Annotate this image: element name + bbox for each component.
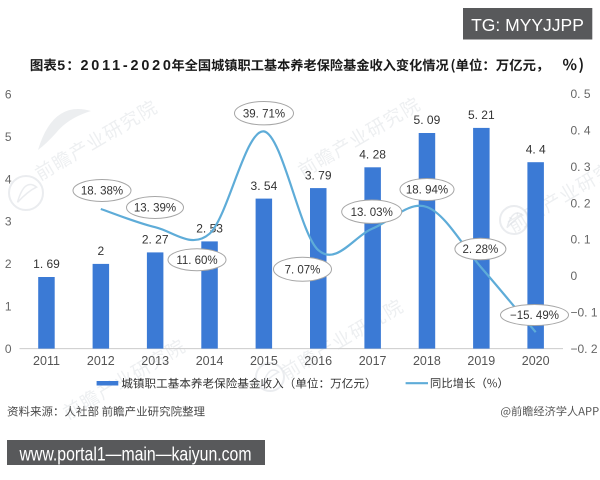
svg-text:0. 2: 0. 2 bbox=[571, 196, 591, 210]
svg-text:7. 07%: 7. 07% bbox=[285, 264, 321, 276]
svg-text:4: 4 bbox=[5, 172, 12, 186]
svg-text:6: 6 bbox=[5, 88, 12, 102]
svg-text:2019: 2019 bbox=[467, 354, 495, 368]
svg-text:4. 4: 4. 4 bbox=[526, 142, 546, 156]
svg-text:2012: 2012 bbox=[87, 354, 115, 368]
svg-text:2018: 2018 bbox=[413, 354, 441, 368]
svg-text:2016: 2016 bbox=[304, 354, 332, 368]
svg-text:0: 0 bbox=[5, 342, 12, 356]
svg-text:2013: 2013 bbox=[141, 354, 169, 368]
svg-text:2011-2020: 2011-2020 bbox=[81, 58, 174, 74]
svg-text:3. 79: 3. 79 bbox=[305, 168, 332, 182]
svg-text:www.portal1—main—kaiyun.com: www.portal1—main—kaiyun.com bbox=[19, 444, 252, 465]
svg-text:0. 5: 0. 5 bbox=[571, 87, 591, 101]
svg-text:5. 09: 5. 09 bbox=[414, 113, 441, 127]
svg-text:13. 39%: 13. 39% bbox=[134, 203, 176, 215]
svg-text:−0. 1: −0. 1 bbox=[571, 305, 598, 319]
svg-text:18. 38%: 18. 38% bbox=[81, 186, 123, 198]
svg-text:2014: 2014 bbox=[196, 354, 224, 368]
svg-text:5. 21: 5. 21 bbox=[468, 108, 495, 122]
svg-text:0. 1: 0. 1 bbox=[571, 233, 591, 247]
svg-text:2017: 2017 bbox=[359, 354, 387, 368]
svg-text:1. 69: 1. 69 bbox=[33, 257, 60, 271]
svg-text:−0. 2: −0. 2 bbox=[571, 342, 598, 356]
svg-text:2. 28%: 2. 28% bbox=[462, 244, 498, 256]
svg-text:1: 1 bbox=[5, 299, 12, 313]
svg-text:TG: MYYJJPP: TG: MYYJJPP bbox=[471, 15, 584, 35]
svg-text:5: 5 bbox=[5, 130, 12, 144]
svg-text:−15. 49%: −15. 49% bbox=[510, 310, 559, 322]
svg-text:18. 94%: 18. 94% bbox=[406, 185, 448, 197]
svg-text:2: 2 bbox=[5, 257, 12, 271]
svg-text:2. 27: 2. 27 bbox=[142, 233, 169, 247]
svg-text:0. 4: 0. 4 bbox=[571, 124, 591, 138]
svg-text:0: 0 bbox=[571, 269, 578, 283]
svg-text:3: 3 bbox=[5, 215, 12, 229]
svg-text:11. 60%: 11. 60% bbox=[176, 255, 217, 267]
svg-text:4. 28: 4. 28 bbox=[359, 148, 386, 162]
svg-text:2020: 2020 bbox=[522, 354, 550, 368]
svg-text:5: 5 bbox=[57, 58, 65, 74]
svg-text:2015: 2015 bbox=[250, 354, 278, 368]
svg-text:13. 03%: 13. 03% bbox=[351, 207, 393, 219]
svg-text:2011: 2011 bbox=[33, 354, 60, 368]
svg-text:3. 54: 3. 54 bbox=[251, 179, 278, 193]
svg-text:39. 71%: 39. 71% bbox=[243, 108, 285, 120]
svg-text:2: 2 bbox=[97, 244, 104, 258]
svg-text:0. 3: 0. 3 bbox=[571, 160, 591, 174]
